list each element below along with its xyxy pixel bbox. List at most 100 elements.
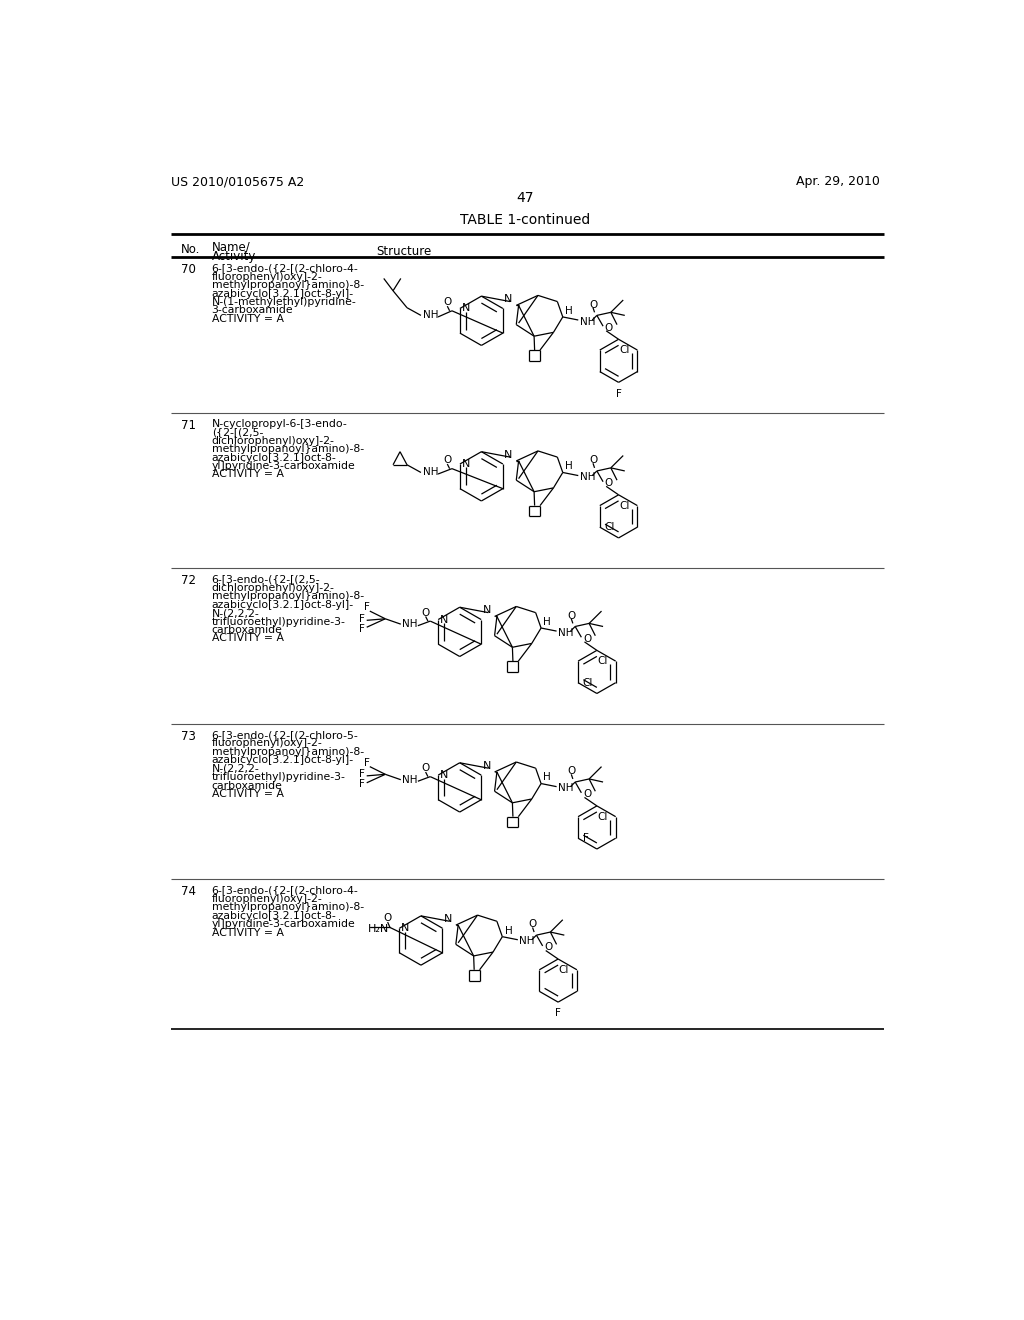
Text: N-(1-methylethyl)pyridine-: N-(1-methylethyl)pyridine- — [212, 297, 356, 308]
Text: Apr. 29, 2010: Apr. 29, 2010 — [796, 176, 880, 187]
Text: azabicyclo[3.2.1]oct-8-: azabicyclo[3.2.1]oct-8- — [212, 911, 337, 920]
Text: F: F — [615, 388, 622, 399]
Text: azabicyclo[3.2.1]oct-8-yl]-: azabicyclo[3.2.1]oct-8-yl]- — [212, 755, 354, 766]
Text: 72: 72 — [180, 574, 196, 587]
Text: N: N — [505, 450, 513, 459]
Text: ACTIVITY = A: ACTIVITY = A — [212, 634, 284, 643]
Text: F: F — [359, 624, 365, 634]
Text: Cl: Cl — [583, 677, 593, 688]
Text: H: H — [544, 772, 551, 783]
Text: O: O — [583, 634, 591, 644]
Text: NH: NH — [580, 473, 595, 482]
Text: N-cyclopropyl-6-[3-endo-: N-cyclopropyl-6-[3-endo- — [212, 418, 347, 429]
Text: H₂N: H₂N — [369, 924, 389, 935]
Text: dichlorophenyl)oxy]-2-: dichlorophenyl)oxy]-2- — [212, 436, 335, 446]
Text: F: F — [364, 602, 370, 612]
Text: azabicyclo[3.2.1]oct-8-yl]-: azabicyclo[3.2.1]oct-8-yl]- — [212, 289, 354, 298]
Text: N: N — [443, 913, 453, 924]
Text: fluorophenyl)oxy]-2-: fluorophenyl)oxy]-2- — [212, 894, 323, 904]
Text: NH: NH — [558, 627, 573, 638]
Text: azabicyclo[3.2.1]oct-8-yl]-: azabicyclo[3.2.1]oct-8-yl]- — [212, 599, 354, 610]
Text: O: O — [567, 611, 575, 620]
Text: yl]pyridine-3-carboxamide: yl]pyridine-3-carboxamide — [212, 919, 355, 929]
Text: 47: 47 — [516, 191, 534, 206]
Text: NH: NH — [402, 775, 418, 784]
Text: yl]pyridine-3-carboxamide: yl]pyridine-3-carboxamide — [212, 461, 355, 471]
Text: N: N — [439, 770, 449, 780]
Text: 70: 70 — [180, 263, 196, 276]
Text: H: H — [505, 925, 512, 936]
Text: methylpropanoyl}amino)-8-: methylpropanoyl}amino)-8- — [212, 591, 364, 601]
Text: carboxamide: carboxamide — [212, 626, 283, 635]
Text: N: N — [482, 606, 492, 615]
Text: Cl: Cl — [598, 656, 608, 667]
Text: O: O — [567, 766, 575, 776]
Text: O: O — [384, 913, 392, 923]
Text: O: O — [583, 789, 591, 800]
Text: fluorophenyl)oxy]-2-: fluorophenyl)oxy]-2- — [212, 738, 323, 748]
Text: ACTIVITY = A: ACTIVITY = A — [212, 314, 284, 323]
Text: NH: NH — [423, 467, 438, 478]
Text: O: O — [589, 455, 597, 465]
Text: Activity: Activity — [212, 249, 256, 263]
Text: US 2010/0105675 A2: US 2010/0105675 A2 — [171, 176, 304, 187]
Text: O: O — [528, 919, 537, 929]
Text: 6-[3-endo-({2-[(2-chloro-5-: 6-[3-endo-({2-[(2-chloro-5- — [212, 730, 358, 739]
Text: Name/: Name/ — [212, 240, 251, 253]
Text: trifluoroethyl)pyridine-3-: trifluoroethyl)pyridine-3- — [212, 616, 345, 627]
Text: NH: NH — [519, 936, 535, 946]
Text: NH: NH — [402, 619, 418, 630]
Text: O: O — [443, 455, 452, 465]
Text: N: N — [462, 304, 470, 313]
Text: N: N — [505, 294, 513, 304]
Text: ACTIVITY = A: ACTIVITY = A — [212, 470, 284, 479]
Text: O: O — [604, 478, 613, 488]
Text: O: O — [544, 942, 552, 953]
Text: Structure: Structure — [376, 244, 431, 257]
Text: F: F — [359, 770, 365, 779]
Text: methylpropanoyl}amino)-8-: methylpropanoyl}amino)-8- — [212, 280, 364, 290]
Text: TABLE 1-continued: TABLE 1-continued — [460, 213, 590, 227]
Text: carboxamide: carboxamide — [212, 780, 283, 791]
Text: 71: 71 — [180, 418, 196, 432]
Text: fluorophenyl)oxy]-2-: fluorophenyl)oxy]-2- — [212, 272, 323, 281]
Text: N: N — [401, 923, 410, 933]
Text: N: N — [482, 760, 492, 771]
Text: methylpropanoyl}amino)-8-: methylpropanoyl}amino)-8- — [212, 903, 364, 912]
Text: N-(2,2,2-: N-(2,2,2- — [212, 609, 259, 618]
Text: N-(2,2,2-: N-(2,2,2- — [212, 763, 259, 774]
Text: F: F — [364, 758, 370, 768]
Text: dichlorophenyl)oxy]-2-: dichlorophenyl)oxy]-2- — [212, 582, 335, 593]
Text: trifluoroethyl)pyridine-3-: trifluoroethyl)pyridine-3- — [212, 772, 345, 781]
Text: NH: NH — [558, 783, 573, 793]
Text: H: H — [544, 616, 551, 627]
Text: ({2-[(2,5-: ({2-[(2,5- — [212, 428, 263, 437]
Text: methylpropanoyl}amino)-8-: methylpropanoyl}amino)-8- — [212, 444, 364, 454]
Text: 6-[3-endo-({2-[(2,5-: 6-[3-endo-({2-[(2,5- — [212, 574, 321, 585]
Text: azabicyclo[3.2.1]oct-8-: azabicyclo[3.2.1]oct-8- — [212, 453, 337, 462]
Text: H: H — [565, 306, 572, 315]
Text: O: O — [604, 322, 613, 333]
Text: F: F — [359, 614, 365, 624]
Text: O: O — [422, 763, 430, 774]
Text: NH: NH — [423, 310, 438, 319]
Text: Cl: Cl — [559, 965, 569, 974]
Text: N: N — [462, 459, 470, 469]
Text: 73: 73 — [180, 730, 196, 743]
Text: 3-carboxamide: 3-carboxamide — [212, 305, 293, 315]
Text: ACTIVITY = A: ACTIVITY = A — [212, 789, 284, 799]
Text: 74: 74 — [180, 886, 196, 899]
Text: Cl: Cl — [604, 523, 614, 532]
Text: F: F — [583, 833, 589, 843]
Text: ACTIVITY = A: ACTIVITY = A — [212, 928, 284, 937]
Text: methylpropanoyl}amino)-8-: methylpropanoyl}amino)-8- — [212, 747, 364, 756]
Text: Cl: Cl — [598, 812, 608, 821]
Text: Cl: Cl — [620, 500, 630, 511]
Text: O: O — [443, 297, 452, 308]
Text: Cl: Cl — [620, 345, 630, 355]
Text: F: F — [555, 1008, 561, 1018]
Text: 6-[3-endo-({2-[(2-chloro-4-: 6-[3-endo-({2-[(2-chloro-4- — [212, 886, 358, 895]
Text: O: O — [422, 607, 430, 618]
Text: O: O — [589, 300, 597, 310]
Text: F: F — [359, 779, 365, 789]
